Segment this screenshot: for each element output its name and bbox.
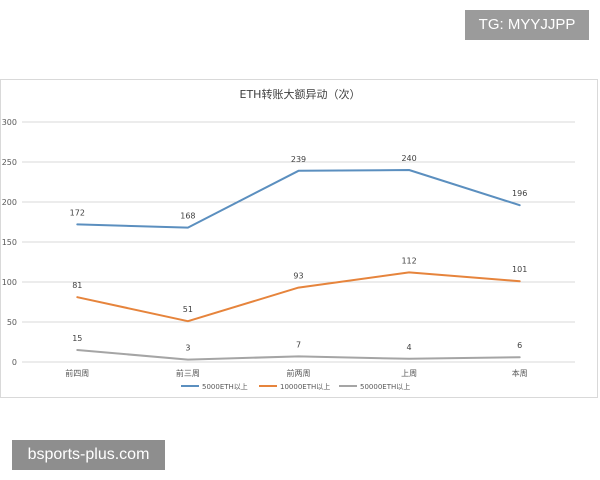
data-label: 240 [401, 154, 416, 163]
data-label: 3 [185, 344, 190, 353]
x-tick-label: 前两周 [287, 368, 311, 378]
series-line-2 [76, 271, 521, 323]
series-lines [76, 169, 521, 361]
data-label: 6 [517, 341, 522, 350]
x-tick-label: 上周 [401, 369, 417, 378]
data-label: 172 [70, 208, 85, 217]
chart-title: ETH转账大额异动（次） [240, 87, 361, 101]
x-tick-label: 前四周 [65, 368, 89, 378]
x-tick-label: 本周 [512, 368, 528, 378]
watermark-website: bsports-plus.com [12, 440, 165, 470]
y-tick-label: 0 [12, 358, 17, 367]
data-label: 7 [296, 340, 301, 349]
y-tick-label: 100 [2, 278, 17, 287]
data-label: 4 [407, 343, 412, 352]
data-label: 239 [291, 155, 306, 164]
data-label: 168 [180, 212, 195, 221]
data-labels: 172 168 239 240 196 81 51 93 112 101 15 3 7 4 6 [70, 154, 528, 353]
y-tick-label: 150 [2, 238, 17, 247]
y-axis-ticks: 0 50 100 150 200 250 300 [2, 118, 17, 367]
y-tick-label: 200 [2, 198, 17, 207]
y-tick-label: 250 [2, 158, 17, 167]
legend-label: 50000ETH以上 [360, 382, 410, 391]
series-line-3 [76, 349, 521, 361]
y-tick-label: 50 [7, 318, 17, 327]
legend: 5000ETH以上 10000ETH以上 50000ETH以上 [181, 382, 410, 391]
series-line-1 [76, 169, 521, 229]
legend-label: 5000ETH以上 [202, 382, 248, 391]
x-axis-ticks: 前四周 前三周 前两周 上周 本周 [65, 368, 527, 378]
data-label: 51 [183, 305, 193, 314]
data-label: 101 [512, 265, 527, 274]
data-label: 93 [293, 272, 303, 281]
watermark-telegram: TG: MYYJJPP [465, 10, 589, 40]
chart-area [0, 79, 598, 398]
data-label: 112 [401, 256, 416, 265]
y-tick-label: 300 [2, 118, 17, 127]
data-label: 196 [512, 189, 527, 198]
data-label: 81 [72, 281, 82, 290]
gridlines [22, 121, 575, 363]
data-label: 15 [72, 334, 82, 343]
x-tick-label: 前三周 [176, 368, 200, 378]
legend-label: 10000ETH以上 [280, 382, 330, 391]
